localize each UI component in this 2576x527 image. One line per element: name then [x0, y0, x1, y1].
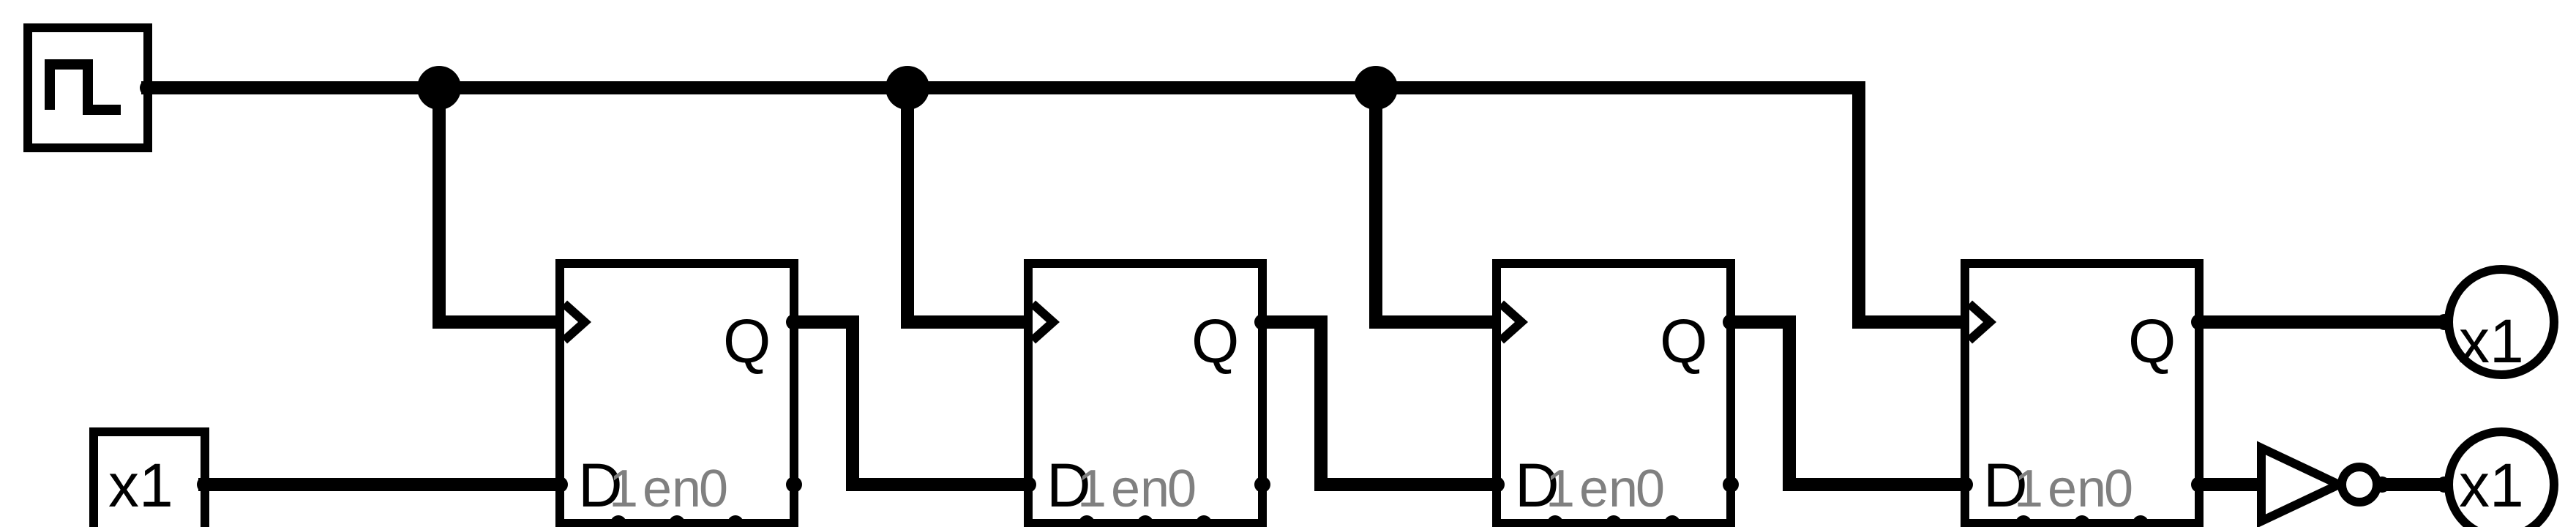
- q-label: Q: [723, 307, 771, 375]
- data-wire-2-3: [1256, 315, 1503, 491]
- qn-pin: [2191, 476, 2207, 493]
- output-2: x1: [2436, 427, 2558, 527]
- data-wire-3-4: [1724, 315, 1972, 491]
- clock-triangle-icon: [561, 300, 592, 344]
- bottom-pin: [669, 515, 685, 527]
- en-label: en: [643, 460, 701, 518]
- bottom-pin: [2015, 515, 2032, 527]
- clock-triangle-icon: [1030, 300, 1060, 344]
- d-sub-label: 1: [1546, 460, 1575, 518]
- qn-pin: [1723, 476, 1739, 493]
- q-pin: [1254, 314, 1270, 330]
- inverter-output-pin: [2374, 476, 2390, 493]
- qn-pin: [786, 476, 802, 493]
- clock-branch-2: [901, 81, 1035, 329]
- bottom-pin: [1137, 515, 1153, 527]
- q-label: Q: [1191, 307, 1239, 375]
- q-pin: [786, 314, 802, 330]
- d-pin: [1489, 476, 1505, 493]
- data-input-label: x1: [108, 451, 173, 520]
- en-label: en: [1111, 460, 1169, 518]
- output-2-label: x1: [2459, 451, 2524, 520]
- d-sub-label: 1: [609, 460, 638, 518]
- clock-branch-1: [433, 81, 566, 329]
- bottom-pin: [727, 515, 744, 527]
- bottom-pin: [1079, 515, 1095, 527]
- clock-input: [23, 23, 156, 152]
- q-label: Q: [2128, 307, 2176, 375]
- clock-bus: [141, 66, 1972, 329]
- bottom-pin: [2074, 515, 2090, 527]
- data-path: [198, 315, 2451, 491]
- en-label: en: [1579, 460, 1638, 518]
- flip-flop-3-body: [1492, 259, 1735, 527]
- en-sub-label: 0: [2104, 460, 2133, 518]
- output-2-circle: [2444, 427, 2558, 527]
- junction-dot-2: [886, 66, 929, 110]
- d-pin: [1957, 476, 1973, 493]
- clock-bus-wire: [141, 81, 1865, 329]
- flip-flop-1-body: [555, 259, 798, 527]
- d-label: D: [1983, 451, 2028, 520]
- flip-flop-4-body: [1961, 259, 2204, 527]
- flip-flop-4: Q D 1 en 0: [1957, 259, 2207, 527]
- inverter-triangle-icon: [2257, 441, 2350, 527]
- q-pin: [1723, 314, 1739, 330]
- d-label: D: [1046, 451, 1091, 520]
- output-1-circle: [2444, 265, 2558, 379]
- clock-triangle-icon: [1498, 300, 1529, 344]
- bottom-pin: [1606, 515, 1622, 527]
- bottom-pin: [1664, 515, 1680, 527]
- clock-square-wave-icon: [45, 59, 121, 115]
- d-label: D: [578, 451, 623, 520]
- clock-triangle-icon: [1966, 300, 1997, 344]
- flip-flop-2-body: [1024, 259, 1267, 527]
- inverter-bubble-icon: [2337, 463, 2381, 507]
- qn-pin: [1254, 476, 1270, 493]
- flip-flop-1: Q D 1 en 0: [552, 259, 802, 527]
- d-label: D: [1515, 451, 1560, 520]
- data-wire-1-2: [787, 315, 1035, 491]
- d-pin: [552, 476, 568, 493]
- en-sub-label: 0: [1167, 460, 1197, 518]
- en-sub-label: 0: [1636, 460, 1665, 518]
- junction-dot-3: [1354, 66, 1398, 110]
- q-pin: [2191, 314, 2207, 330]
- clock-branch-3: [1369, 81, 1503, 329]
- d-sub-label: 1: [2014, 460, 2043, 518]
- output-1-label: x1: [2459, 307, 2524, 375]
- d-sub-label: 1: [1077, 460, 1107, 518]
- en-sub-label: 0: [699, 460, 728, 518]
- q-label: Q: [1660, 307, 1707, 375]
- bottom-pin: [1547, 515, 1563, 527]
- bottom-pin: [610, 515, 626, 527]
- data-input: x1: [89, 427, 213, 527]
- flip-flop-2: Q D 1 en 0: [1020, 259, 1270, 527]
- bottom-pin: [1196, 515, 1212, 527]
- junction-dot-1: [417, 66, 461, 110]
- inverter-gate: [2257, 441, 2390, 527]
- en-label: en: [2048, 460, 2106, 518]
- d-pin: [1020, 476, 1036, 493]
- data-input-box: [89, 427, 209, 527]
- output-1: x1: [2436, 265, 2558, 379]
- flip-flop-3: Q D 1 en 0: [1489, 259, 1739, 527]
- bottom-pin: [2133, 515, 2149, 527]
